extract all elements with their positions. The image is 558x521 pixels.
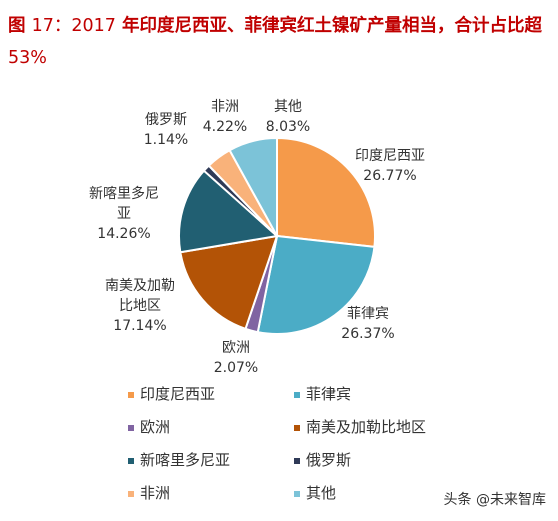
- pie-slice-2: [256, 234, 376, 335]
- slice-label-line: 南美及加勒: [105, 278, 175, 294]
- watermark: 头条 @未来智库: [443, 492, 546, 508]
- chart-title: 图 17：2017 年印度尼西亚、菲律宾红土镍矿产量相当，合计占比超 53%: [8, 10, 548, 74]
- slice-label-line: 欧洲: [222, 340, 250, 356]
- legend-swatch-7: [128, 491, 134, 497]
- slice-label-2: 菲律宾 26.37%: [341, 306, 394, 342]
- slice-label-8: 其他 8.03%: [266, 99, 310, 135]
- title-part-3: 2017: [71, 16, 116, 36]
- slice-label-7: 非洲 4.22%: [203, 99, 247, 135]
- slice-label-line: 其他: [274, 99, 302, 115]
- slice-label-line: 比地区: [119, 298, 161, 314]
- title-part-5: 53%: [8, 48, 47, 68]
- pie-slice-8: [228, 136, 278, 237]
- legend-label-4: 南美及加勒比地区: [306, 418, 426, 436]
- pie-slice-4: [179, 234, 279, 331]
- slice-label-line: 1.14%: [144, 132, 188, 148]
- legend-label-5: 新喀里多尼亚: [140, 451, 230, 469]
- slice-label-6: 俄罗斯 1.14%: [144, 112, 188, 148]
- pie-slice-labels: 印度尼西亚 26.77% 菲律宾 26.37% 欧洲 2.07% 南美及加勒比地区 17.14…: [89, 99, 425, 376]
- slice-label-line: 4.22%: [203, 119, 247, 135]
- slice-label-line: 亚: [117, 206, 131, 222]
- legend-swatch-8: [294, 491, 300, 497]
- title-part-2: 17：: [31, 16, 72, 36]
- slice-label-line: 新喀里多尼: [89, 185, 159, 202]
- slice-label-1: 印度尼西亚 26.77%: [355, 148, 425, 184]
- title-part-1: 图: [8, 16, 32, 36]
- legend-label-8: 其他: [306, 484, 336, 502]
- slice-label-line: 17.14%: [113, 318, 166, 334]
- legend-swatch-1: [128, 392, 134, 398]
- slice-label-line: 8.03%: [266, 119, 310, 135]
- slice-label-line: 26.37%: [341, 326, 394, 342]
- slice-label-5: 新喀里多尼亚 14.26%: [89, 185, 159, 242]
- legend-label-7: 非洲: [140, 484, 170, 502]
- slice-label-4: 南美及加勒比地区 17.14%: [105, 278, 175, 334]
- legend-swatch-5: [128, 458, 134, 464]
- pie-slice-5: [178, 169, 280, 254]
- legend-label-3: 欧洲: [140, 418, 170, 436]
- slice-label-line: 2.07%: [214, 360, 258, 376]
- legend-swatch-4: [294, 425, 300, 431]
- legend-swatch-2: [294, 392, 300, 398]
- pie-slice-1: [276, 136, 376, 248]
- legend-label-6: 俄罗斯: [306, 451, 351, 469]
- slice-label-line: 印度尼西亚: [355, 148, 425, 164]
- slice-label-3: 欧洲 2.07%: [214, 340, 258, 376]
- legend-label-2: 菲律宾: [306, 385, 351, 403]
- slice-label-line: 14.26%: [97, 226, 150, 242]
- slice-label-line: 非洲: [211, 99, 239, 115]
- slice-label-line: 俄罗斯: [145, 112, 187, 128]
- legend-label-1: 印度尼西亚: [140, 385, 215, 403]
- title-part-4: 年印度尼西亚、菲律宾红土镍矿产量相当，合计占比超: [115, 16, 543, 36]
- pie-slices: [178, 136, 376, 335]
- slice-label-line: 菲律宾: [347, 306, 389, 322]
- legend-swatch-3: [128, 425, 134, 431]
- slice-label-line: 26.77%: [363, 168, 416, 184]
- legend-swatch-6: [294, 458, 300, 464]
